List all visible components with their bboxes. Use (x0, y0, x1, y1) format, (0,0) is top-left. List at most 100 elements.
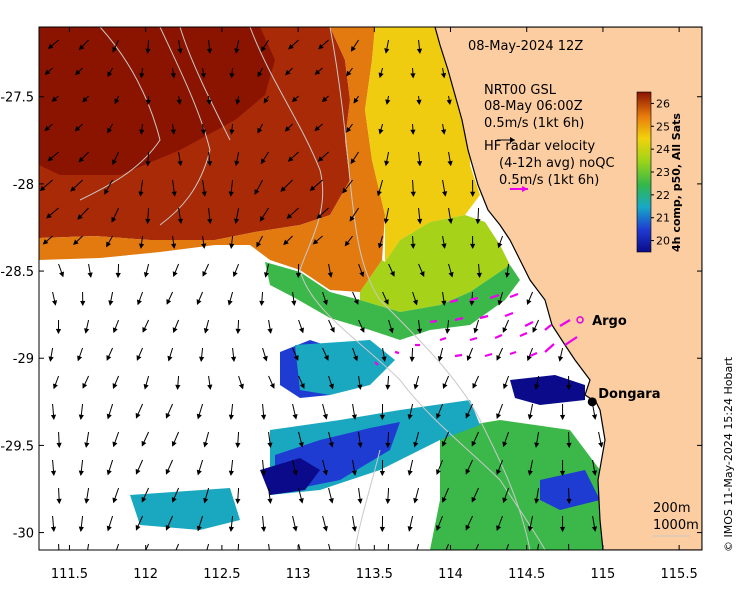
sst-orange-band (39, 27, 385, 292)
model-arrowhead (78, 156, 84, 163)
model-arrowhead (201, 191, 207, 197)
svg-text:200m: 200m (653, 501, 690, 516)
x-tick-label: 113 (286, 567, 311, 582)
model-arrowhead (321, 96, 328, 103)
isobath-legend: 200m 1000m (653, 501, 699, 537)
model-arrowhead (448, 271, 454, 278)
radar-vector (439, 336, 447, 342)
model-arrowhead (112, 383, 118, 389)
model-arrowhead (410, 73, 416, 79)
radar-legend: HF radar velocity (4-12h avg) noQC 0.5m/… (484, 139, 615, 192)
model-arrowhead (207, 384, 213, 390)
colorbar-tick-label: 23 (656, 166, 670, 179)
model-arrowhead (437, 356, 443, 362)
model-arrowhead (559, 470, 566, 477)
model-arrowhead (111, 216, 117, 223)
sst-green-south (430, 420, 603, 550)
colorbar-tick-label: 21 (656, 212, 670, 225)
x-tick-label: 114 (438, 567, 463, 582)
y-tick-label: -29 (13, 352, 34, 367)
model-arrowhead (357, 384, 363, 390)
model-arrowhead (46, 213, 52, 219)
model-arrowhead (441, 243, 447, 249)
model-arrowhead (378, 72, 384, 79)
model-arrowhead (107, 71, 113, 78)
svg-text:08-May 06:00Z: 08-May 06:00Z (484, 99, 583, 114)
isobath-contours (79, 27, 546, 550)
model-arrowhead (299, 383, 305, 389)
model-arrowhead (172, 327, 178, 334)
model-arrowhead (496, 469, 502, 476)
model-arrowhead (497, 299, 503, 306)
model-arrowhead (233, 218, 240, 225)
model-arrowhead (113, 554, 116, 558)
model-arrowhead (196, 299, 202, 305)
model-arrowhead (317, 156, 324, 162)
model-arrowhead (447, 160, 453, 167)
model-arrowhead (48, 356, 54, 362)
model-arrowhead (410, 243, 416, 250)
radar-vector (544, 324, 552, 331)
model-arrowhead (50, 414, 57, 421)
model-arrowhead (385, 498, 391, 505)
model-arrowhead (591, 414, 598, 420)
model-arrowhead (267, 328, 273, 334)
model-arrowhead (259, 215, 265, 222)
model-arrowhead (447, 218, 453, 225)
model-arrow (175, 543, 180, 550)
model-arrowhead (379, 526, 386, 533)
model-arrowhead (230, 356, 237, 363)
radar-vector (454, 316, 464, 322)
model-arrowhead (389, 271, 395, 277)
model-arrowhead (351, 470, 357, 476)
model-arrowhead (534, 498, 540, 504)
model-arrowhead (442, 191, 448, 197)
model-arrowhead (534, 442, 540, 448)
model-arrowhead (328, 497, 334, 504)
model-arrowhead (502, 441, 508, 448)
model-arrowhead (377, 242, 383, 249)
model-arrowhead (260, 414, 267, 421)
model-arrowhead (112, 46, 118, 53)
model-arrowhead (383, 299, 389, 305)
model-arrowhead (235, 328, 241, 335)
sst-teal-south (130, 488, 240, 530)
model-arrowhead (329, 327, 335, 333)
x-tick-label: 113.5 (356, 567, 393, 582)
model-arrowhead (353, 355, 359, 362)
model-arrowhead (257, 127, 263, 134)
sst-teal-patch-4 (295, 340, 395, 395)
model-arrowhead (227, 299, 233, 306)
map-title: 08-May-2024 12Z (468, 39, 583, 54)
model-arrow (568, 543, 570, 550)
colorbar-tick-label: 24 (656, 143, 670, 156)
model-arrowhead (342, 187, 348, 194)
model-arrowhead (559, 526, 566, 533)
plot-area (39, 27, 702, 559)
model-arrowhead (295, 272, 302, 279)
model-arrowhead (465, 412, 471, 419)
model-arrowhead (82, 97, 88, 103)
model-arrowhead (108, 300, 114, 306)
model-arrowhead (384, 160, 390, 167)
model-arrowhead (175, 384, 181, 391)
model-arrowhead (138, 191, 144, 197)
model-arrowhead (436, 469, 441, 475)
model-arrowhead (496, 525, 502, 532)
model-arrowhead (228, 414, 235, 421)
model-arrowhead (268, 555, 272, 559)
radar-vector (469, 336, 478, 342)
model-arrowhead (330, 555, 334, 559)
model-arrowhead (287, 156, 294, 162)
model-arrowhead (196, 469, 202, 476)
model-arrowhead (442, 554, 445, 558)
model-arrowhead (476, 272, 482, 279)
model-arrowhead (171, 497, 177, 503)
model-arrowhead (257, 71, 263, 78)
model-arrowhead (496, 413, 502, 420)
model-arrowhead (407, 526, 413, 532)
model-arrowhead (445, 328, 451, 335)
colorbar-tick-label: 22 (656, 189, 670, 202)
model-arrowhead (566, 498, 572, 505)
model-arrowhead (379, 470, 386, 477)
